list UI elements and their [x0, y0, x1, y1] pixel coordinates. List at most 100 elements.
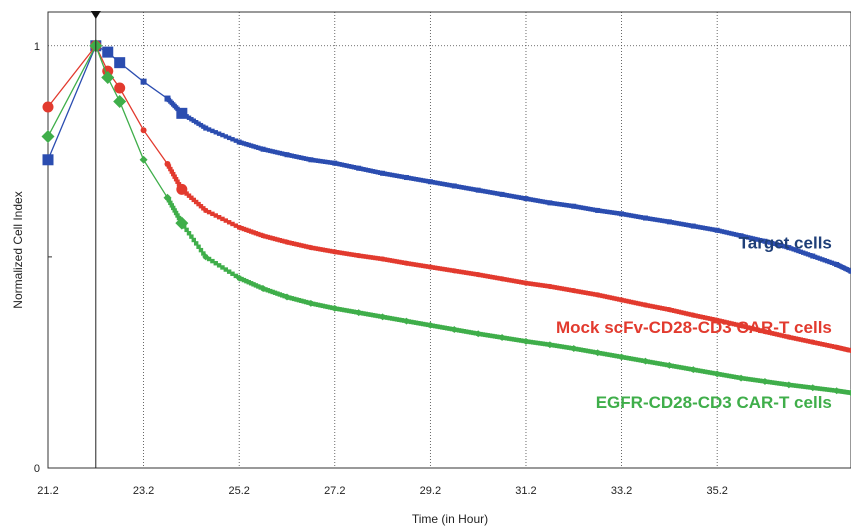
- series-dot: [631, 213, 636, 219]
- series-dot: [492, 190, 498, 196]
- series-dot: [363, 311, 369, 317]
- series-dot: [230, 271, 235, 276]
- x-axis-label: Time (in Hour): [412, 512, 488, 526]
- series-dot: [803, 384, 808, 390]
- series-dot: [542, 199, 548, 205]
- series-dot: [719, 372, 725, 377]
- series-dot: [674, 309, 679, 314]
- series-dot: [437, 266, 443, 271]
- series-dot: [676, 221, 682, 226]
- series-dot: [683, 222, 689, 227]
- series-dot: [351, 252, 357, 258]
- series-point: [236, 224, 242, 230]
- series-dot: [176, 182, 182, 187]
- series-dot: [464, 270, 469, 275]
- series-dot: [514, 194, 519, 200]
- series-dot: [168, 166, 173, 172]
- series-dot: [803, 251, 808, 256]
- series-dot: [413, 177, 419, 182]
- series-dot: [461, 270, 467, 275]
- series-point: [176, 183, 188, 195]
- series-dot: [628, 299, 634, 305]
- series-dot: [375, 313, 381, 319]
- series-dot: [216, 263, 222, 268]
- series-dot: [657, 361, 663, 366]
- series-0: [42, 40, 851, 274]
- series-point: [761, 377, 769, 385]
- series-dot: [607, 209, 612, 215]
- series-dot: [554, 343, 560, 349]
- series-dot: [674, 364, 679, 369]
- series-dot: [562, 202, 567, 208]
- series-dot: [703, 225, 708, 231]
- series-point: [332, 160, 338, 166]
- series-dot: [315, 158, 321, 163]
- series-dot: [171, 205, 176, 211]
- series-dot: [216, 131, 222, 136]
- series-dot: [729, 231, 734, 236]
- series-dot: [514, 337, 519, 343]
- series-dot: [361, 254, 366, 259]
- series-dot: [600, 351, 605, 356]
- series-dot: [605, 352, 610, 357]
- series-dot: [344, 163, 349, 168]
- series-dot: [168, 200, 173, 206]
- series-dot: [363, 167, 369, 172]
- series-dot: [722, 229, 727, 235]
- series-dot: [375, 170, 381, 175]
- series-dot: [805, 252, 811, 257]
- series-dot: [659, 218, 665, 223]
- series-dot: [820, 257, 825, 262]
- series-dot: [226, 135, 232, 141]
- series-point: [42, 154, 54, 166]
- series-dot: [528, 339, 533, 345]
- series-dot: [729, 321, 734, 326]
- series-dot: [339, 250, 345, 256]
- series-dot: [230, 137, 235, 142]
- series-dot: [602, 351, 608, 357]
- series-dot: [722, 319, 727, 325]
- series-dot: [507, 277, 512, 283]
- series-dot: [566, 345, 572, 350]
- series-dot: [418, 263, 424, 268]
- series-dot: [815, 386, 820, 391]
- series-dot: [566, 203, 572, 208]
- series-dot: [583, 290, 588, 295]
- series-dot: [793, 383, 799, 388]
- series-point: [834, 344, 840, 350]
- series-dot: [459, 185, 464, 190]
- series-dot: [220, 265, 225, 270]
- series-dot: [769, 240, 775, 246]
- series-dot: [748, 325, 753, 331]
- series-dot: [734, 375, 739, 380]
- series-dot: [370, 312, 376, 318]
- series-dot: [373, 169, 378, 174]
- series-dot: [325, 304, 330, 310]
- series-dot: [514, 279, 519, 284]
- series-point: [762, 329, 768, 335]
- series-dot: [683, 366, 689, 371]
- series-dot: [389, 316, 395, 321]
- series-point: [379, 313, 387, 321]
- series-dot: [772, 241, 777, 246]
- series-dot: [206, 209, 212, 215]
- series-dot: [291, 296, 297, 302]
- series-dot: [289, 296, 294, 301]
- series-dot: [349, 309, 354, 314]
- series-dot: [703, 369, 708, 374]
- series-dot: [416, 177, 421, 182]
- series-dot: [753, 236, 758, 242]
- series-dot: [559, 202, 565, 207]
- series-dot: [366, 254, 371, 260]
- series-point: [259, 285, 267, 293]
- series-dot: [705, 226, 710, 231]
- series-dot: [246, 280, 251, 285]
- series-dot: [220, 132, 225, 138]
- series-dot: [516, 195, 522, 200]
- series-dot: [291, 241, 297, 246]
- series-point: [140, 78, 147, 85]
- series-dot: [671, 308, 677, 313]
- series-dot: [265, 288, 271, 293]
- series-dot: [724, 230, 729, 235]
